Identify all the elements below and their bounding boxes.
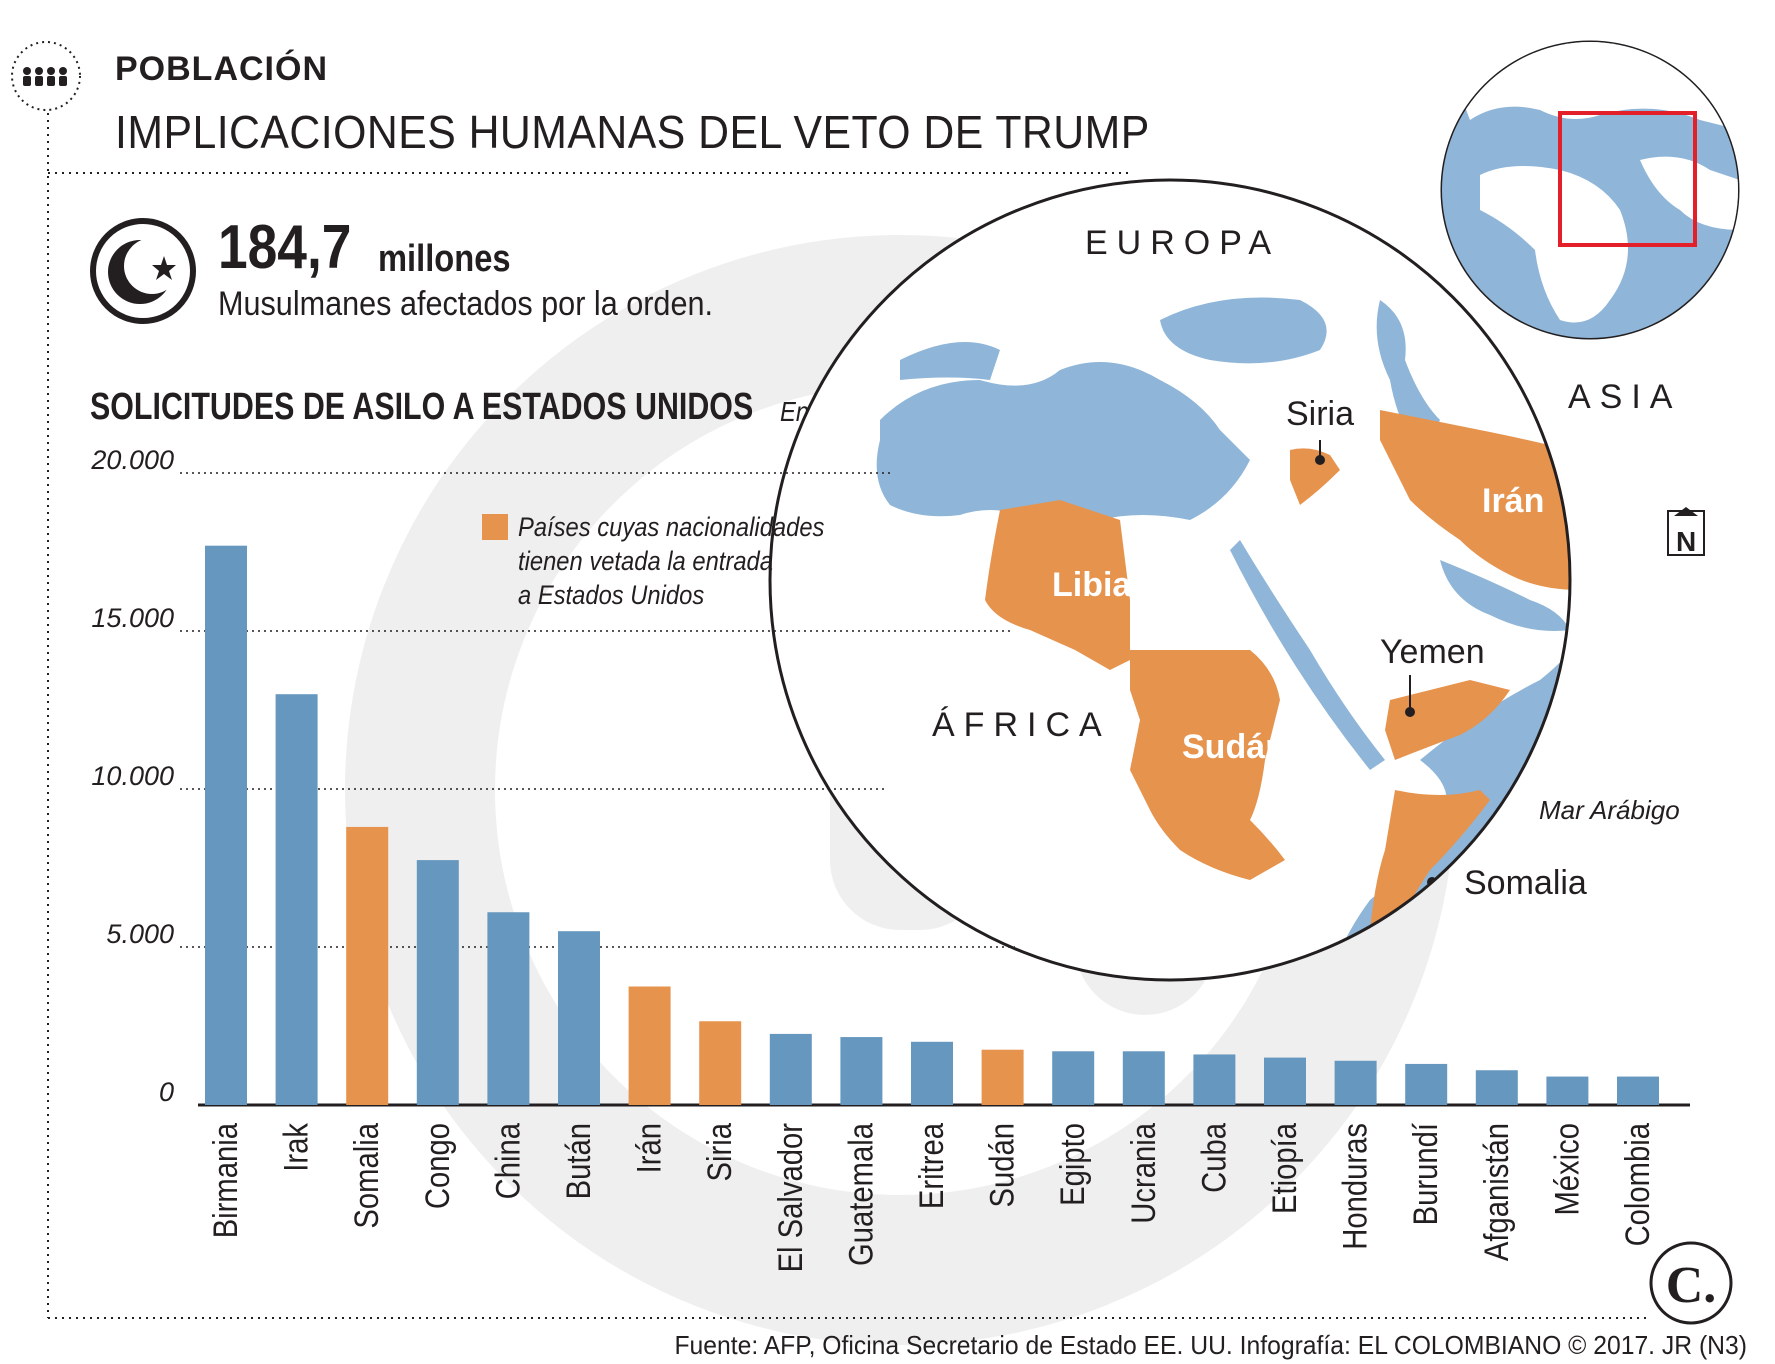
bar-irak [275,694,318,1105]
legend-text: Países cuyas nacionalidades tienen vetad… [518,510,824,612]
x-tick-label: Burundí [1406,1123,1445,1226]
label-libia: Libia [1052,566,1132,604]
headline: IMPLICACIONES HUMANAS DEL VETO DE TRUMP [115,106,1150,158]
section-label: POBLACIÓN [115,50,328,88]
x-tick-label: Honduras [1336,1123,1375,1250]
bar-sudán [981,1049,1024,1105]
x-tick-label: Etiopía [1265,1123,1304,1214]
y-tick-label: 5.000 [106,919,174,949]
inset-highlight-box [1558,111,1697,247]
bar-siria [699,1021,742,1105]
label-sea: Mar Arábigo [1539,795,1680,825]
bar-colombia [1617,1076,1659,1105]
bar-méxico [1546,1076,1589,1105]
bars-layer [205,545,1659,1105]
chart-title: SOLICITUDES DE ASILO A ESTADOS UNIDOS [90,386,754,428]
label-iran: Irán [1482,482,1544,520]
bar-honduras [1334,1060,1377,1105]
bar-ucrania [1122,1051,1165,1105]
source-note: Fuente: AFP, Oficina Secretario de Estad… [674,1330,1747,1360]
x-tick-label: El Salvador [771,1123,810,1273]
bar-el-salvador [769,1033,812,1105]
y-tick-label: 0 [159,1077,174,1107]
bar-bután [558,931,600,1105]
x-tick-label: Egipto [1053,1123,1092,1206]
x-tick-label: Irán [630,1123,669,1173]
stat-number: 184,7 [218,213,352,282]
x-tick-label: Congo [418,1123,457,1209]
x-tick-label: Somalia [347,1123,386,1229]
caspian-sea [1376,300,1440,441]
y-tick-label: 15.000 [91,603,174,633]
x-tick-label: Guatemala [841,1123,880,1266]
x-tick-label: Birmania [206,1123,245,1239]
x-tick-label: Afganistán [1477,1123,1516,1261]
legend-line: Países cuyas nacionalidades [518,512,825,542]
bar-irán [628,986,671,1105]
label-sudan: Sudán [1182,728,1286,766]
yemen-shape [1385,680,1510,760]
x-tick-label: Eritrea [912,1123,951,1209]
libya-shape [985,500,1130,670]
stat-caption: Musulmanes afectados por la orden. [218,285,713,323]
label-europa: EUROPA [1085,224,1280,262]
black-sea [1160,297,1327,364]
sudan-shape [1130,650,1285,880]
x-tick-label: China [488,1123,527,1200]
bar-guatemala [840,1037,883,1105]
label-siria: Siria [1286,395,1354,433]
mediterranean-sea [876,362,1250,522]
bar-egipto [1052,1051,1095,1105]
inset-globe [1440,40,1740,340]
legend-line: tienen vetada la entrada [518,546,773,576]
x-tick-label: Irak [277,1123,316,1172]
stat-unit: millones [378,238,511,280]
x-tick-label: Ucrania [1124,1123,1163,1224]
label-somalia: Somalia [1464,864,1587,902]
people-icon [11,41,81,111]
bar-birmania [205,545,247,1105]
bar-congo [416,860,459,1105]
label-asia: ASIA [1568,378,1681,416]
crescent-star-icon [90,218,196,324]
iran-shape [1380,410,1570,590]
red-sea [1230,540,1385,770]
logo-text: C. [1666,1257,1717,1314]
x-tick-label: Siria [700,1123,739,1182]
north-label: N [1676,526,1696,557]
bar-burundí [1405,1063,1448,1105]
category-labels: Birmania Irak Somalia Congo China Bután Irán Si… [206,1123,1657,1273]
el-colombiano-logo: C. [1649,1241,1733,1325]
y-tick-label: 20.000 [90,445,174,475]
syria-shape [1290,448,1340,505]
legend-line: a Estados Unidos [518,580,705,610]
legend-swatch [482,514,508,540]
x-tick-label: Bután [559,1123,598,1199]
x-tick-label: Colombia [1618,1123,1657,1247]
label-africa: ÁFRICA [932,706,1111,744]
bar-china [487,912,530,1105]
bar-cuba [1193,1054,1236,1105]
bar-etiopía [1264,1057,1306,1105]
x-tick-label: Cuba [1194,1123,1233,1193]
bar-somalia [346,826,389,1105]
somalia-shape [1370,790,1490,940]
north-arrow-icon [1667,507,1705,556]
bar-eritrea [911,1041,953,1105]
label-yemen: Yemen [1380,633,1485,671]
map-frame [768,178,1572,982]
bar-afganistán [1475,1070,1518,1105]
x-tick-label: México [1547,1123,1586,1216]
x-tick-label: Sudán [983,1123,1022,1208]
y-tick-label: 10.000 [91,761,174,791]
persian-gulf [1440,560,1570,631]
grid-layer: 0 5.000 10.000 15.000 20.000 [90,445,1690,1107]
